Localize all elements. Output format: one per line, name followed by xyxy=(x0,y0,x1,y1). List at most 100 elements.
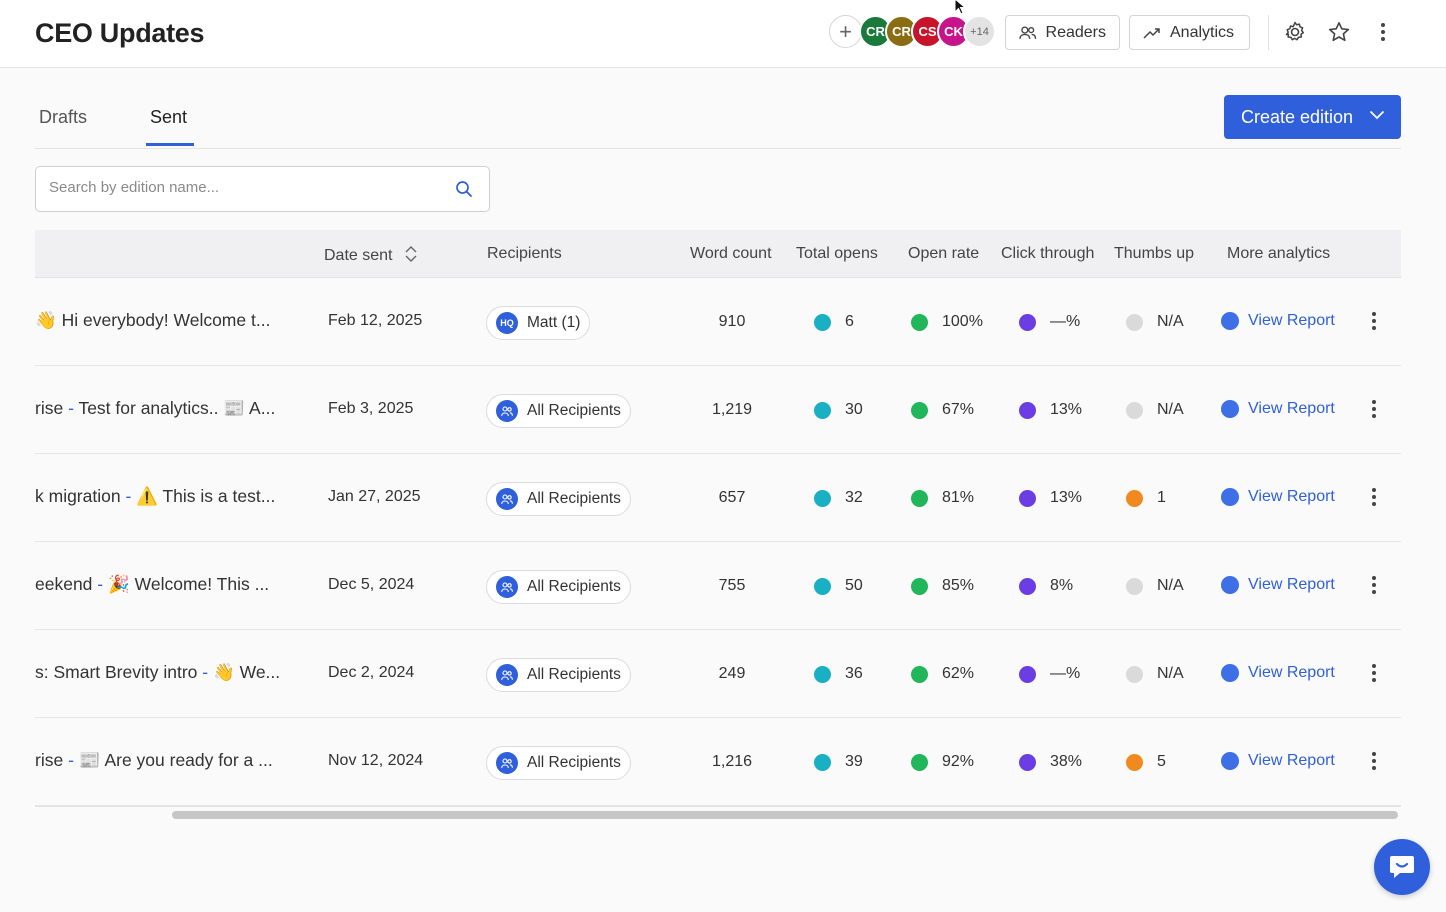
row-more-button[interactable] xyxy=(1369,576,1379,598)
recipients-chip[interactable]: HQ Matt (1) xyxy=(486,306,591,340)
recipients-chip[interactable]: All Recipients xyxy=(486,746,631,780)
total-opens: 30 xyxy=(814,401,863,419)
add-collaborator-button[interactable]: + xyxy=(829,15,862,48)
row-more-button[interactable] xyxy=(1369,664,1379,686)
table-row[interactable]: eekend - 🎉 Welcome! This ... Dec 5, 2024 A… xyxy=(35,542,1401,630)
view-report-link[interactable]: View Report xyxy=(1221,312,1335,330)
word-count: 249 xyxy=(718,665,746,682)
edition-title-prefix: s: Smart Brevity intro xyxy=(35,662,198,682)
analytics-label: Analytics xyxy=(1170,23,1235,41)
thumbs-up-icon xyxy=(1126,665,1143,683)
open-rate-icon xyxy=(911,577,928,595)
edition-title[interactable]: s: Smart Brevity intro - 👋 We... xyxy=(35,662,281,682)
table-row[interactable]: k migration - ⚠️ This is a test... Jan 27… xyxy=(35,454,1401,542)
recipients-chip[interactable]: All Recipients xyxy=(486,394,631,428)
thumbs-up: 5 xyxy=(1126,753,1166,771)
edition-title[interactable]: k migration - ⚠️ This is a test... xyxy=(35,486,276,506)
click-cursor-icon xyxy=(1019,313,1036,331)
date-sent: Nov 12, 2024 xyxy=(328,752,424,769)
view-report-link[interactable]: View Report xyxy=(1221,576,1335,594)
column-date-sent[interactable]: Date sent xyxy=(324,245,418,265)
tab-drafts[interactable]: Drafts xyxy=(39,107,88,127)
edition-title[interactable]: eekend - 🎉 Welcome! This ... xyxy=(35,574,270,594)
opens-icon xyxy=(814,665,831,683)
view-report-link[interactable]: View Report xyxy=(1221,488,1335,506)
column-click-through: Click through xyxy=(1001,245,1095,262)
more-options-button[interactable] xyxy=(1370,19,1396,45)
thumbs-up-icon xyxy=(1126,753,1143,771)
tab-sent[interactable]: Sent xyxy=(150,107,188,127)
table-body: 👋 Hi everybody! Welcome t... Feb 12, 2025… xyxy=(35,278,1401,806)
click-through: 8% xyxy=(1019,577,1073,595)
total-opens: 39 xyxy=(814,753,863,771)
thumbs-up-icon xyxy=(1126,489,1143,507)
recipients-label: All Recipients xyxy=(527,490,621,507)
edition-title[interactable]: rise - 📰 Are you ready for a ... xyxy=(35,750,273,770)
chevron-down-icon xyxy=(1369,110,1385,120)
click-cursor-icon xyxy=(1019,665,1036,683)
analytics-icon xyxy=(1221,752,1239,770)
open-rate: 85% xyxy=(911,577,974,595)
row-more-button[interactable] xyxy=(1369,488,1379,510)
view-report-link[interactable]: View Report xyxy=(1221,664,1335,682)
search-input[interactable] xyxy=(49,179,439,196)
search-icon[interactable] xyxy=(455,180,473,198)
table-row[interactable]: 👋 Hi everybody! Welcome t... Feb 12, 2025… xyxy=(35,278,1401,366)
analytics-icon xyxy=(1221,312,1239,330)
thumbs-up-icon xyxy=(1126,313,1143,331)
recipients-group-icon xyxy=(496,752,518,774)
open-rate: 62% xyxy=(911,665,974,683)
avatar[interactable]: CR xyxy=(885,15,918,48)
date-sent: Dec 5, 2024 xyxy=(328,576,415,593)
column-open-rate: Open rate xyxy=(908,245,980,262)
scrollbar-thumb[interactable] xyxy=(172,811,1398,819)
create-edition-label: Create edition xyxy=(1241,106,1354,127)
analytics-icon xyxy=(1221,664,1239,682)
column-thumbs-up: Thumbs up xyxy=(1114,245,1195,262)
opens-icon xyxy=(814,313,831,331)
table-header: Date sent Recipients Word count Total op… xyxy=(35,230,1401,278)
date-sent: Dec 2, 2024 xyxy=(328,664,415,681)
table-row[interactable]: rise - Test for analytics.. 📰 A... Feb 3,… xyxy=(35,366,1401,454)
horizontal-scrollbar[interactable] xyxy=(35,806,1401,822)
column-more-analytics: More analytics xyxy=(1227,245,1331,262)
opens-icon xyxy=(814,489,831,507)
trending-up-icon xyxy=(1143,27,1160,39)
date-sent: Jan 27, 2025 xyxy=(328,488,421,505)
recipients-chip[interactable]: All Recipients xyxy=(486,570,631,604)
edition-title[interactable]: rise - Test for analytics.. 📰 A... xyxy=(35,398,276,418)
edition-title[interactable]: 👋 Hi everybody! Welcome t... xyxy=(35,310,297,331)
create-edition-button[interactable]: Create edition xyxy=(1224,95,1401,139)
row-more-button[interactable] xyxy=(1369,312,1379,334)
table-row[interactable]: rise - 📰 Are you ready for a ... Nov 12, … xyxy=(35,718,1401,806)
readers-button[interactable]: Readers xyxy=(1005,15,1120,50)
click-through: —% xyxy=(1019,313,1080,331)
sort-icon[interactable] xyxy=(404,245,418,263)
page-title: CEO Updates xyxy=(35,18,205,48)
row-more-button[interactable] xyxy=(1369,400,1379,422)
view-report-link[interactable]: View Report xyxy=(1221,400,1335,418)
recipients-chip[interactable]: All Recipients xyxy=(486,658,631,692)
recipients-label: Matt (1) xyxy=(527,314,581,331)
recipients-chip[interactable]: All Recipients xyxy=(486,482,631,516)
search-box[interactable] xyxy=(35,166,490,212)
recipients-group-icon xyxy=(496,400,518,422)
favorite-button[interactable] xyxy=(1326,19,1352,45)
more-avatars-badge[interactable]: +14 xyxy=(963,15,996,48)
divider xyxy=(1268,15,1269,50)
open-rate: 100% xyxy=(911,313,983,331)
view-report-link[interactable]: View Report xyxy=(1221,752,1335,770)
settings-button[interactable] xyxy=(1282,19,1308,45)
word-count: 755 xyxy=(718,577,746,594)
row-more-button[interactable] xyxy=(1369,752,1379,774)
date-sent: Feb 12, 2025 xyxy=(328,312,423,329)
column-word-count: Word count xyxy=(690,245,772,262)
total-opens: 50 xyxy=(814,577,863,595)
kebab-icon xyxy=(1381,23,1385,41)
analytics-button[interactable]: Analytics xyxy=(1129,15,1250,50)
help-chat-button[interactable] xyxy=(1374,839,1430,895)
table-row[interactable]: s: Smart Brevity intro - 👋 We... Dec 2, 2… xyxy=(35,630,1401,718)
analytics-icon xyxy=(1221,400,1239,418)
open-rate: 67% xyxy=(911,401,974,419)
click-through: 13% xyxy=(1019,401,1082,419)
